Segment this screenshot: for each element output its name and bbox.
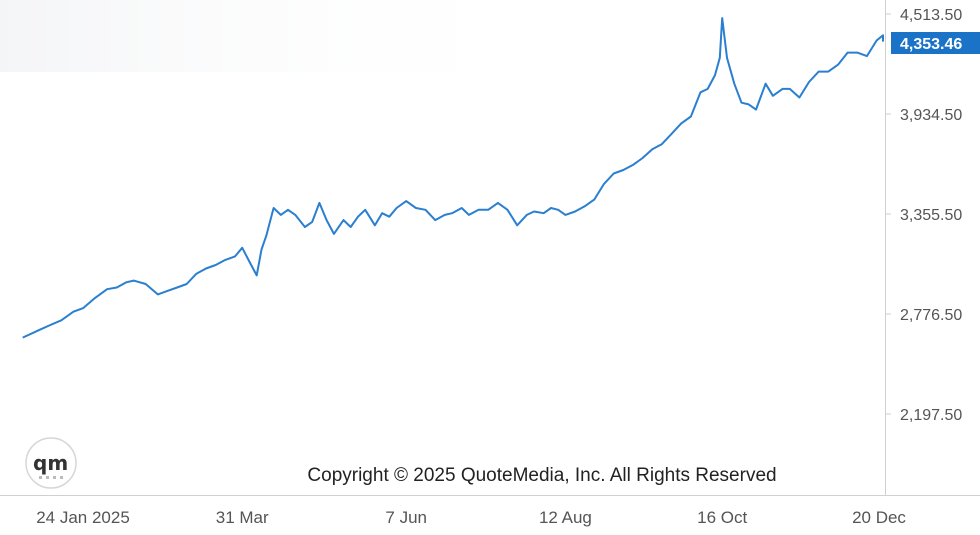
- y-tick-label: 3,934.50: [900, 107, 962, 124]
- logo-dot: [60, 476, 63, 479]
- logo-dot: [46, 476, 49, 479]
- top-haze: [0, 0, 560, 72]
- x-tick-label: 7 Jun: [385, 508, 427, 527]
- logo-dot: [39, 476, 42, 479]
- x-tick-label: 16 Oct: [697, 508, 747, 527]
- y-tick-label: 3,355.50: [900, 207, 962, 224]
- copyright-notice: Copyright © 2025 QuoteMedia, Inc. All Ri…: [307, 465, 776, 486]
- series-line: [22, 17, 884, 339]
- quotemedia-logo[interactable]: qm: [25, 437, 77, 489]
- y-tick-label: 2,776.50: [900, 307, 962, 324]
- y-axis-ticks: 4,513.50 3,934.50 3,355.50 2,776.50 2,197.50: [885, 7, 962, 424]
- logo-text: qm: [33, 451, 68, 475]
- x-tick-label: 20 Dec: [852, 508, 906, 527]
- last-value-label: 4,353.46: [900, 36, 962, 53]
- logo-dot: [53, 476, 56, 479]
- last-value-badge: 4,353.46: [891, 32, 980, 54]
- x-tick-label: 24 Jan 2025: [36, 508, 130, 527]
- logo-circle: [25, 437, 77, 489]
- y-tick-label: 2,197.50: [900, 407, 962, 424]
- x-tick-label: 31 Mar: [216, 508, 269, 527]
- last-value-background: [891, 32, 980, 54]
- x-axis-ticks: 24 Jan 2025 31 Mar 7 Jun 12 Aug 16 Oct 20 Dec: [36, 508, 906, 527]
- x-tick-label: 12 Aug: [539, 508, 592, 527]
- y-tick-label: 4,513.50: [900, 7, 962, 24]
